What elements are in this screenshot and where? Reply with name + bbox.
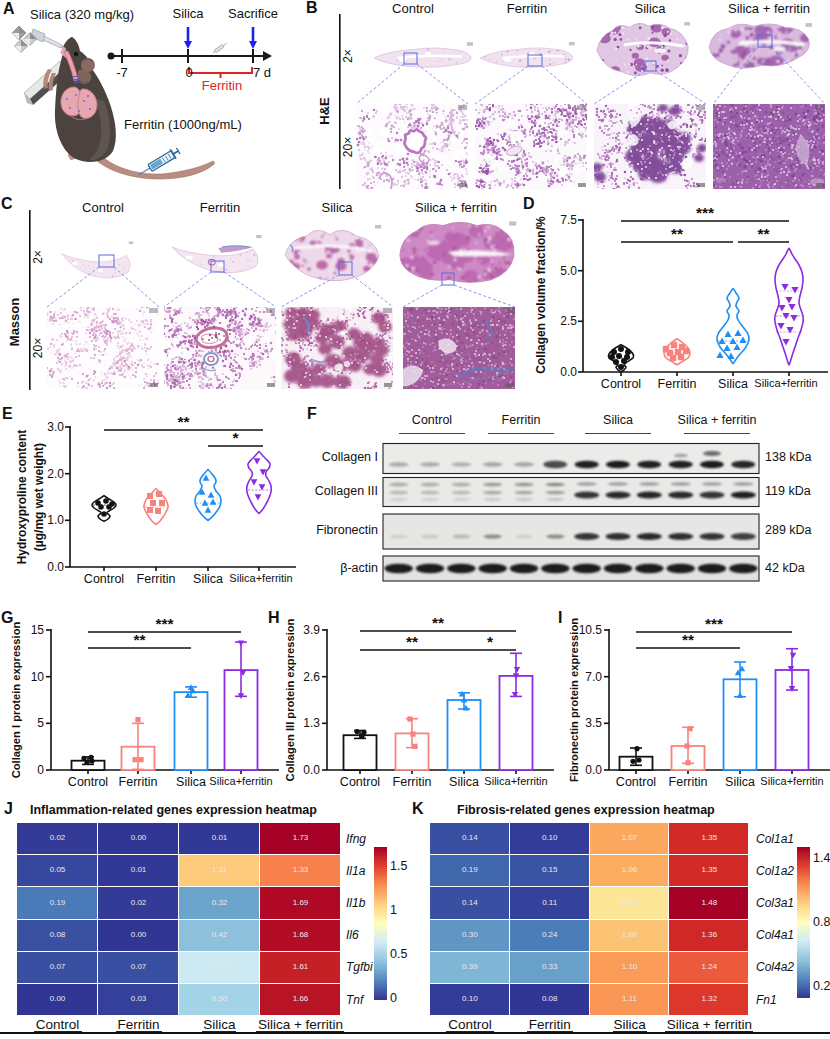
svg-text:***: *** xyxy=(705,615,724,632)
svg-text:**: ** xyxy=(133,631,146,648)
svg-text:*: * xyxy=(487,633,494,650)
svg-text:**: ** xyxy=(406,633,419,650)
svg-text:**: ** xyxy=(757,225,770,242)
svg-text:***: *** xyxy=(155,615,174,632)
svg-text:**: ** xyxy=(671,225,684,242)
svg-text:**: ** xyxy=(682,631,695,648)
svg-text:***: *** xyxy=(696,204,715,221)
svg-text:**: ** xyxy=(177,413,190,430)
svg-text:**: ** xyxy=(432,614,445,631)
svg-text:*: * xyxy=(232,429,239,446)
